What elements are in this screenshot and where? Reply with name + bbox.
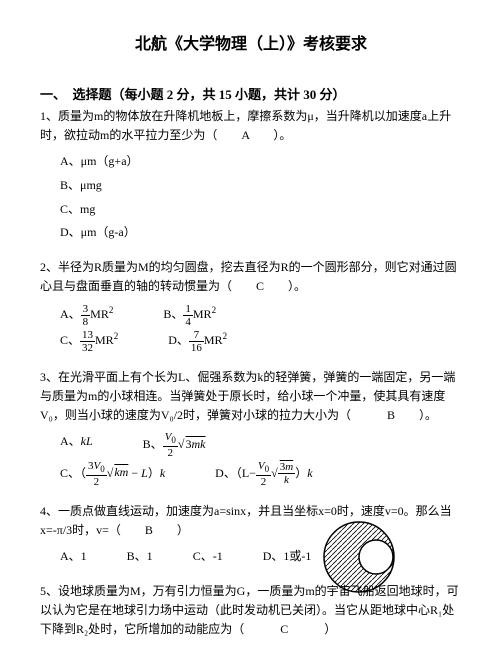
q3-options: A、kL B、V02√3mk C、（3V02√km − L）k D、（L−V02… — [60, 431, 462, 487]
section-header: 一、 选择题（每小题 2 分，共 15 小题，共计 30 分） — [40, 84, 462, 103]
q1-text: 1、质量为m的物体放在升降机地板上，摩擦系数为μ，当升降机以加速度a上升时，欲拉… — [40, 107, 462, 145]
q3-text: 3、在光滑平面上有个长为L、倔强系数为k的轻弹簧，弹簧的一端固定，另一端与质量为… — [40, 368, 462, 426]
q1-opt-d: D、μm（g-a） — [60, 222, 462, 244]
q2-options: A、38MR2 B、14MR2 C、1332MR2 D、716MR2 — [60, 302, 462, 354]
q4-opt-b: B、1 — [127, 546, 153, 568]
q3-opt-b: B、V02√3mk — [143, 431, 206, 459]
q2-opt-c: C、1332MR2 — [60, 328, 118, 354]
q1-options: A、μm（g+a） B、μmg C、mg D、μm（g-a） — [60, 151, 462, 243]
q3-opt-c: C、（3V02√km − L）k — [60, 460, 165, 488]
q4-opt-c: C、-1 — [193, 546, 223, 568]
q2-text: 2、半径为R质量为M的均匀圆盘，挖去直径为R的一个圆形部分，则它对通过圆心且与盘… — [40, 258, 462, 296]
page-title: 北航《大学物理（上）》考核要求 — [40, 30, 462, 54]
q2-opt-a: A、38MR2 — [60, 302, 113, 328]
q2-opt-d: D、716MR2 — [168, 328, 227, 354]
q3-opt-a: A、kL — [60, 431, 93, 459]
q4-opt-a: A、1 — [60, 546, 87, 568]
q1-opt-b: B、μmg — [60, 175, 462, 197]
q1-opt-a: A、μm（g+a） — [60, 151, 462, 173]
q1-opt-c: C、mg — [60, 199, 462, 221]
q2-opt-b: B、14MR2 — [163, 302, 216, 328]
q3-opt-d: D、（L−V02√3mk）k — [215, 460, 312, 488]
q4-opt-d: D、1或-1 — [263, 546, 312, 568]
q2-diagram — [322, 520, 402, 594]
